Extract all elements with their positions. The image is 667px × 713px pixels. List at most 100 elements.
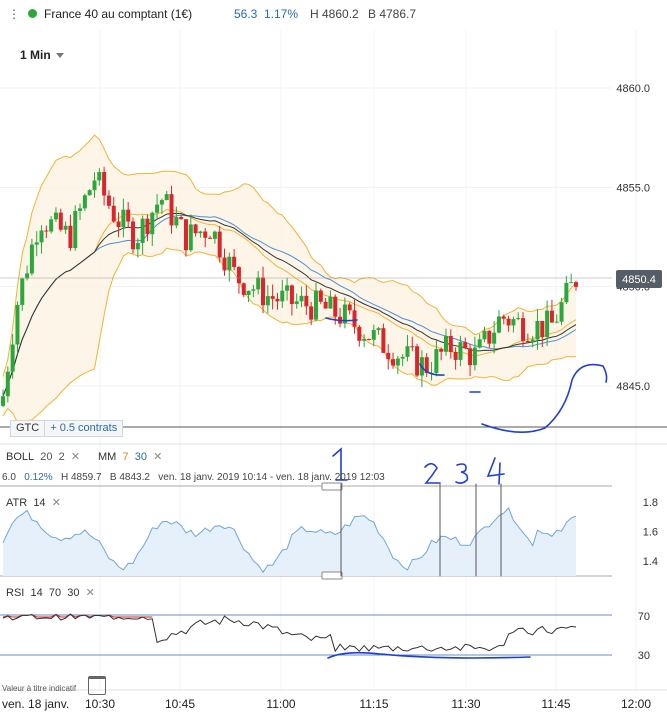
- candle-body: [366, 338, 371, 340]
- candle-body: [44, 230, 49, 232]
- mm-indicator-label[interactable]: MM 7 30 ✕: [98, 450, 162, 463]
- candle-body: [15, 304, 20, 345]
- candle-body: [198, 231, 203, 234]
- rsi-indicator-label[interactable]: RSI 14 70 30 ✕: [6, 586, 95, 599]
- candle-body: [439, 349, 444, 352]
- candle-body: [102, 172, 107, 196]
- ink-rsi-underline: [327, 651, 531, 659]
- time-tick: 11:30: [451, 697, 480, 711]
- instrument-name: France 40 au comptant (1€): [44, 7, 193, 21]
- candle-body: [25, 273, 30, 279]
- candle-body: [131, 221, 136, 250]
- candle-body: [400, 356, 405, 359]
- candle-body: [540, 320, 545, 337]
- close-icon[interactable]: ✕: [153, 451, 163, 463]
- ink-underline-1: [325, 317, 358, 322]
- candle-body: [347, 304, 352, 311]
- close-icon[interactable]: ✕: [51, 497, 61, 509]
- candle-body: [545, 310, 550, 337]
- order-tag[interactable]: GTC + 0.5 contrats: [10, 420, 124, 437]
- session-high: H 4860.2: [310, 7, 359, 21]
- menu-kebab-icon[interactable]: ⋮: [8, 7, 20, 21]
- candle-body: [405, 346, 410, 357]
- candle-body: [506, 318, 511, 326]
- time-tick: 11:00: [266, 697, 295, 711]
- close-icon[interactable]: ✕: [85, 587, 95, 599]
- calendar-icon[interactable]: [88, 676, 106, 695]
- candle-body: [188, 224, 193, 251]
- candle-body: [169, 194, 174, 226]
- atr-tick: 1.4: [643, 556, 658, 568]
- candle-body: [251, 289, 256, 291]
- close-icon[interactable]: ✕: [70, 451, 81, 463]
- candle-body: [472, 347, 477, 366]
- order-size[interactable]: + 0.5 contrats: [44, 421, 122, 436]
- candle-body: [29, 244, 34, 274]
- candle-body: [443, 335, 448, 352]
- candle-body: [73, 210, 78, 249]
- price-change: 56.3: [234, 7, 258, 21]
- boll-indicator-label[interactable]: BOLL 20 2 ✕: [6, 450, 80, 463]
- timeframe-label: 1 Min: [20, 48, 51, 62]
- session-low: B 4786.7: [368, 7, 417, 21]
- atr-indicator-label[interactable]: ATR 14 ✕: [6, 496, 61, 509]
- candle-body: [126, 209, 131, 222]
- candle-body: [111, 205, 116, 222]
- candle-body: [501, 316, 506, 319]
- candle-body: [106, 195, 111, 206]
- bollinger-middle-line: [2, 209, 577, 397]
- ink-underline-2: [419, 363, 445, 376]
- candle-body: [289, 285, 294, 305]
- candle-body: [97, 172, 102, 181]
- mm-name: MM: [98, 451, 117, 463]
- candle-body: [410, 346, 415, 348]
- candle-body: [34, 242, 39, 245]
- mm-period-30: 30: [134, 451, 147, 463]
- bollinger-upper-line: [2, 134, 577, 377]
- candle-body: [265, 296, 270, 306]
- price-tick: 4855.0: [616, 182, 650, 194]
- candle-body: [5, 371, 10, 397]
- candle-body: [270, 296, 275, 299]
- bollinger-lower-line: [2, 247, 577, 426]
- date-range: ven. 18 janv. 2019 10:14 - ven. 18 janv.…: [158, 472, 385, 483]
- time-tick: 12:00: [621, 697, 651, 711]
- panel-resize-handle-top[interactable]: [321, 482, 343, 491]
- candle-body: [371, 330, 376, 340]
- rsi-lower: 30: [67, 587, 80, 599]
- timeframe-dropdown[interactable]: 1 Min: [20, 48, 64, 62]
- candle-body: [285, 285, 290, 291]
- panel-resize-handle-bottom[interactable]: [321, 571, 343, 580]
- candle-body: [294, 301, 299, 305]
- chart-stats: 6.0 0.12% H 4859.7 B 4843.2 ven. 18 janv…: [2, 472, 385, 483]
- candle-body: [468, 348, 473, 366]
- candle-body: [453, 351, 458, 360]
- candle-body: [174, 216, 179, 226]
- candle-body: [155, 204, 160, 213]
- candle-body: [352, 310, 357, 327]
- candle-body: [222, 257, 227, 271]
- bollinger-band-fill: [3, 135, 576, 425]
- candle-body: [424, 357, 429, 374]
- atr-tick: 1.6: [643, 527, 658, 539]
- candle-body: [448, 335, 453, 352]
- candle-body: [492, 332, 497, 344]
- range-low: B 4843.2: [109, 472, 150, 483]
- time-axis: 10:30 10:45 11:00 11:15 11:30 11:45 12:00: [85, 697, 651, 711]
- candle-body: [309, 306, 314, 320]
- candle-body: [381, 328, 386, 353]
- candle-body: [159, 200, 164, 205]
- candle-body: [564, 282, 569, 303]
- candle-body: [212, 231, 217, 239]
- range-high: H 4859.7: [60, 472, 102, 483]
- candle-body: [49, 219, 54, 232]
- hand-drawn-annotations: [325, 317, 608, 659]
- candle-body: [232, 256, 237, 268]
- boll-period: 20: [40, 451, 53, 463]
- rsi-tick-70: 70: [638, 611, 650, 623]
- candle-body: [39, 230, 44, 243]
- candle-body: [482, 330, 487, 340]
- candle-body: [256, 277, 261, 290]
- candle-body: [477, 339, 482, 348]
